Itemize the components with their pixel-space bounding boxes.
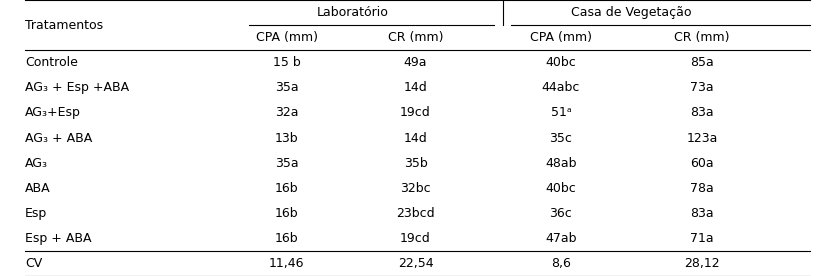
Text: 49a: 49a <box>404 56 427 69</box>
Text: 23bcd: 23bcd <box>396 207 435 220</box>
Text: 32a: 32a <box>275 107 298 120</box>
Text: 16b: 16b <box>275 182 298 195</box>
Text: 14d: 14d <box>404 81 427 94</box>
Text: 35c: 35c <box>549 131 573 145</box>
Text: CR (mm): CR (mm) <box>675 31 730 44</box>
Text: 83a: 83a <box>691 107 714 120</box>
Text: 16b: 16b <box>275 207 298 220</box>
Text: 85a: 85a <box>691 56 714 69</box>
Text: 123a: 123a <box>686 131 718 145</box>
Text: 35a: 35a <box>275 81 298 94</box>
Text: Esp + ABA: Esp + ABA <box>25 232 91 245</box>
Text: 13b: 13b <box>275 131 298 145</box>
Text: CV: CV <box>25 257 42 270</box>
Text: 28,12: 28,12 <box>685 257 720 270</box>
Text: 73a: 73a <box>691 81 714 94</box>
Text: CPA (mm): CPA (mm) <box>530 31 592 44</box>
Text: 44abc: 44abc <box>542 81 580 94</box>
Text: Laboratório: Laboratório <box>317 6 389 19</box>
Text: 40bc: 40bc <box>545 182 577 195</box>
Text: 22,54: 22,54 <box>398 257 433 270</box>
Text: ABA: ABA <box>25 182 51 195</box>
Text: 47ab: 47ab <box>545 232 577 245</box>
Text: 78a: 78a <box>691 182 714 195</box>
Text: 71a: 71a <box>691 232 714 245</box>
Text: CPA (mm): CPA (mm) <box>256 31 317 44</box>
Text: 40bc: 40bc <box>545 56 577 69</box>
Text: 14d: 14d <box>404 131 427 145</box>
Text: Tratamentos: Tratamentos <box>25 18 103 31</box>
Text: 60a: 60a <box>691 156 714 169</box>
Text: AG₃ + ABA: AG₃ + ABA <box>25 131 92 145</box>
Text: 35b: 35b <box>404 156 427 169</box>
Text: CR (mm): CR (mm) <box>388 31 443 44</box>
Text: 48ab: 48ab <box>545 156 577 169</box>
Text: 16b: 16b <box>275 232 298 245</box>
Text: 11,46: 11,46 <box>269 257 304 270</box>
Text: 32bc: 32bc <box>401 182 430 195</box>
Text: 35a: 35a <box>275 156 298 169</box>
Text: Controle: Controle <box>25 56 78 69</box>
Text: 15 b: 15 b <box>273 56 301 69</box>
Text: Esp: Esp <box>25 207 47 220</box>
Text: 19cd: 19cd <box>400 107 431 120</box>
Text: AG₃ + Esp +ABA: AG₃ + Esp +ABA <box>25 81 129 94</box>
Text: AG₃: AG₃ <box>25 156 48 169</box>
Text: Casa de Vegetação: Casa de Vegetação <box>571 6 692 19</box>
Text: 51ᵃ: 51ᵃ <box>551 107 571 120</box>
Text: AG₃+Esp: AG₃+Esp <box>25 107 81 120</box>
Text: 83a: 83a <box>691 207 714 220</box>
Text: 19cd: 19cd <box>400 232 431 245</box>
Text: 36c: 36c <box>549 207 573 220</box>
Text: 8,6: 8,6 <box>551 257 571 270</box>
